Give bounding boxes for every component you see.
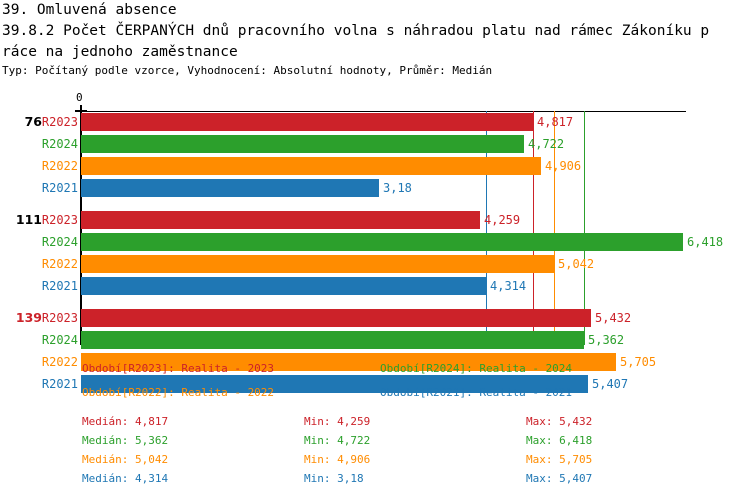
- bar-r2023[interactable]: [81, 113, 533, 131]
- bar-r2021[interactable]: [81, 179, 379, 197]
- bar-row-label-r2022: R2022: [41, 355, 78, 369]
- median-line-r2021: [485, 111, 487, 345]
- bar-value-label: 4,259: [484, 213, 521, 227]
- axis-top-rule: [81, 111, 686, 112]
- group-label-76: 76: [24, 114, 42, 129]
- bar-row[interactable]: 5,705: [81, 353, 750, 371]
- stat-min: Min: 4,259: [304, 415, 371, 428]
- median-line-r2022: [553, 111, 555, 345]
- stat-max: Max: 5,432: [526, 415, 593, 428]
- bar-row-label-r2022: R2022: [41, 257, 78, 271]
- stat-max: Max: 5,407: [526, 472, 593, 485]
- bar-row[interactable]: 5,432: [81, 309, 750, 327]
- bar-row[interactable]: 4,817: [81, 113, 750, 131]
- bar-r2023[interactable]: [81, 309, 591, 327]
- bar-r2021[interactable]: [81, 277, 486, 295]
- chart-subtitle: Typ: Počítaný podle vzorce, Vyhodnocení:…: [2, 64, 493, 77]
- bar-row[interactable]: 5,407: [81, 375, 750, 393]
- bar-value-label: 4,906: [545, 159, 582, 173]
- bar-row-label-r2022: R2022: [41, 159, 78, 173]
- stat-max: Max: 6,418: [526, 434, 593, 447]
- bar-row-label-r2024: R2024: [41, 333, 78, 347]
- bar-row[interactable]: 5,042: [81, 255, 750, 273]
- bar-row[interactable]: 4,259: [81, 211, 750, 229]
- group-label-139: 139: [15, 310, 42, 325]
- median-line-r2023: [532, 111, 534, 345]
- bar-r2022[interactable]: [81, 255, 554, 273]
- legend-item[interactable]: Období[R2024]: Realita - 2024: [380, 362, 573, 375]
- bar-value-label: 4,722: [528, 137, 565, 151]
- stat-min: Min: 3,18: [304, 472, 364, 485]
- bar-value-label: 5,407: [592, 377, 629, 391]
- bar-row-label-r2024: R2024: [41, 137, 78, 151]
- bar-row[interactable]: 6,418: [81, 233, 750, 251]
- bar-row-label-r2023: R2023: [41, 115, 78, 129]
- title-line-1: 39. Omluvená absence: [2, 2, 177, 18]
- bar-value-label: 5,042: [558, 257, 595, 271]
- stat-median: Medián: 5,042: [82, 453, 169, 466]
- stat-median: Medián: 4,817: [82, 415, 169, 428]
- bar-row[interactable]: 5,362: [81, 331, 750, 349]
- bar-row[interactable]: 4,722: [81, 135, 750, 153]
- bar-value-label: 3,18: [383, 181, 412, 195]
- bar-value-label: 5,432: [595, 311, 632, 325]
- bar-r2022[interactable]: [81, 353, 616, 371]
- stat-median: Medián: 4,314: [82, 472, 169, 485]
- bar-r2021[interactable]: [81, 375, 588, 393]
- bar-row-label-r2021: R2021: [41, 181, 78, 195]
- legend-item[interactable]: Období[R2021]: Realita - 2021: [380, 386, 573, 399]
- bar-value-label: 4,314: [490, 279, 527, 293]
- group-label-111: 111: [15, 212, 42, 227]
- stat-max: Max: 5,705: [526, 453, 593, 466]
- bar-r2024[interactable]: [81, 331, 584, 349]
- bar-row-label-r2023: R2023: [41, 213, 78, 227]
- legend-item[interactable]: Období[R2023]: Realita - 2023: [82, 362, 275, 375]
- bar-r2024[interactable]: [81, 233, 683, 251]
- bar-value-label: 5,362: [588, 333, 625, 347]
- bar-row[interactable]: 4,314: [81, 277, 750, 295]
- stat-min: Min: 4,722: [304, 434, 371, 447]
- stat-median: Medián: 5,362: [82, 434, 169, 447]
- bar-row-label-r2021: R2021: [41, 377, 78, 391]
- bar-row-label-r2021: R2021: [41, 279, 78, 293]
- bar-row[interactable]: 4,906: [81, 157, 750, 175]
- bar-row-label-r2023: R2023: [41, 311, 78, 325]
- title-line-3: ráce na jednoho zaměstnance: [2, 44, 238, 60]
- title-line-2: 39.8.2 Počet ČERPANÝCH dnů pracovního vo…: [2, 23, 710, 39]
- bar-r2024[interactable]: [81, 135, 524, 153]
- bar-value-label: 6,418: [687, 235, 724, 249]
- bar-row[interactable]: 3,18: [81, 179, 750, 197]
- stat-min: Min: 4,906: [304, 453, 371, 466]
- axis-zero-label: 0: [76, 91, 83, 104]
- legend-item[interactable]: Období[R2022]: Realita - 2022: [82, 386, 275, 399]
- chart-title-block: 39. Omluvená absence 39.8.2 Počet ČERPAN…: [2, 0, 748, 63]
- bar-r2022[interactable]: [81, 157, 541, 175]
- bar-r2023[interactable]: [81, 211, 480, 229]
- bar-value-label: 5,705: [620, 355, 657, 369]
- bar-row-label-r2024: R2024: [41, 235, 78, 249]
- median-line-r2024: [583, 111, 585, 345]
- bar-value-label: 4,817: [537, 115, 574, 129]
